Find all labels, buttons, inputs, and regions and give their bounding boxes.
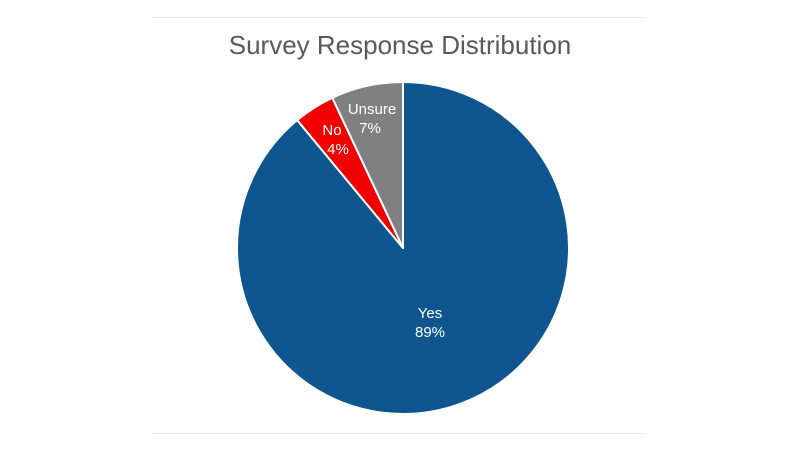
bottom-divider bbox=[152, 433, 644, 434]
label-yes-pct: 89% bbox=[415, 324, 445, 341]
label-unsure-pct: 7% bbox=[359, 120, 381, 137]
label-yes-name: Yes bbox=[418, 305, 442, 322]
label-yes: Yes 89% bbox=[415, 305, 445, 341]
slice-unsure bbox=[331, 81, 404, 249]
label-unsure-name: Unsure bbox=[348, 101, 396, 118]
label-no-pct: 4% bbox=[327, 141, 349, 158]
label-unsure: Unsure 7% bbox=[348, 101, 396, 137]
chart-title: Survey Response Distribution bbox=[228, 30, 572, 60]
top-divider bbox=[152, 17, 644, 18]
label-no: No 4% bbox=[322, 122, 348, 158]
label-no-name: No bbox=[322, 122, 341, 139]
